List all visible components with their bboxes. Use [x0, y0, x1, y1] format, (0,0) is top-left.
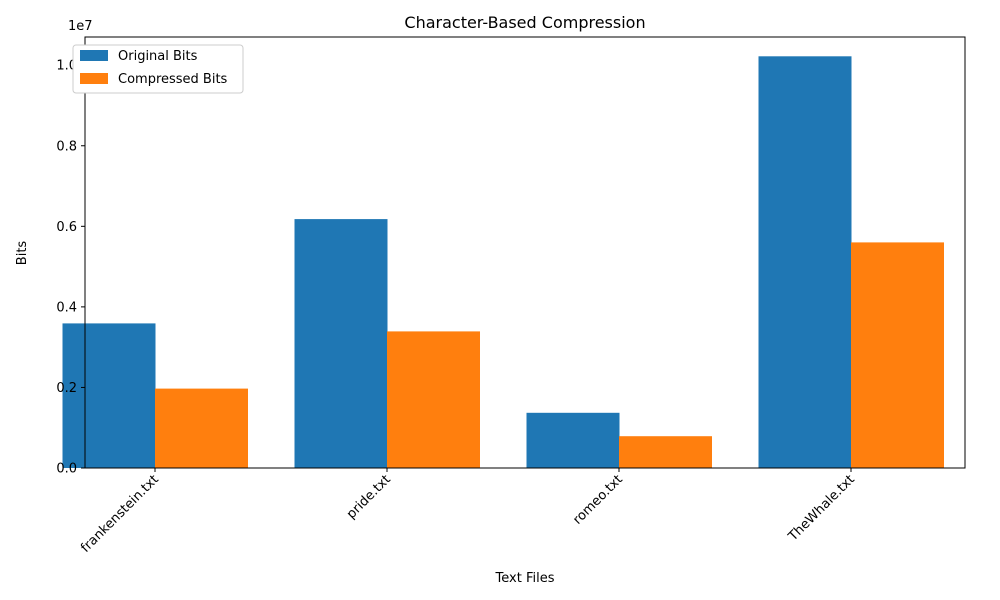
y-tick-label: 0.8 — [56, 139, 77, 154]
y-tick-label: 0.0 — [56, 462, 77, 477]
bar-original-frankenstein — [62, 323, 156, 468]
legend-box — [72, 44, 244, 94]
y-tick-label: 1.0 — [56, 59, 77, 74]
legend-swatch-compressed-bits — [80, 73, 108, 84]
bar-compressed-frankenstein — [155, 388, 248, 468]
bar-original-thewhale — [758, 56, 852, 469]
chart-title: Character-Based Compression — [404, 13, 645, 32]
bar-compressed-thewhale — [851, 242, 944, 468]
x-axis-label: Text Files — [495, 571, 555, 586]
bar-compressed-pride — [387, 331, 480, 468]
bar-original-pride — [294, 219, 388, 468]
y-tick-label: 0.4 — [56, 300, 77, 315]
bars-group — [62, 56, 944, 469]
y-axis-multiplier: 1e7 — [68, 19, 93, 34]
legend: Original Bits Compressed Bits — [72, 44, 244, 94]
bar-original-romeo — [526, 412, 620, 468]
legend-label-original-bits: Original Bits — [118, 49, 198, 64]
y-axis-label: Bits — [15, 241, 30, 266]
legend-swatch-original-bits — [80, 50, 108, 61]
plot-frame — [84, 36, 966, 469]
bar-compressed-romeo — [619, 436, 712, 468]
y-axis-ticks: 0.0 0.2 0.4 0.6 0.8 1.0 — [56, 59, 85, 477]
y-tick-label: 0.6 — [56, 220, 77, 235]
y-tick-label: 0.2 — [56, 381, 77, 396]
legend-label-compressed-bits: Compressed Bits — [118, 72, 228, 87]
